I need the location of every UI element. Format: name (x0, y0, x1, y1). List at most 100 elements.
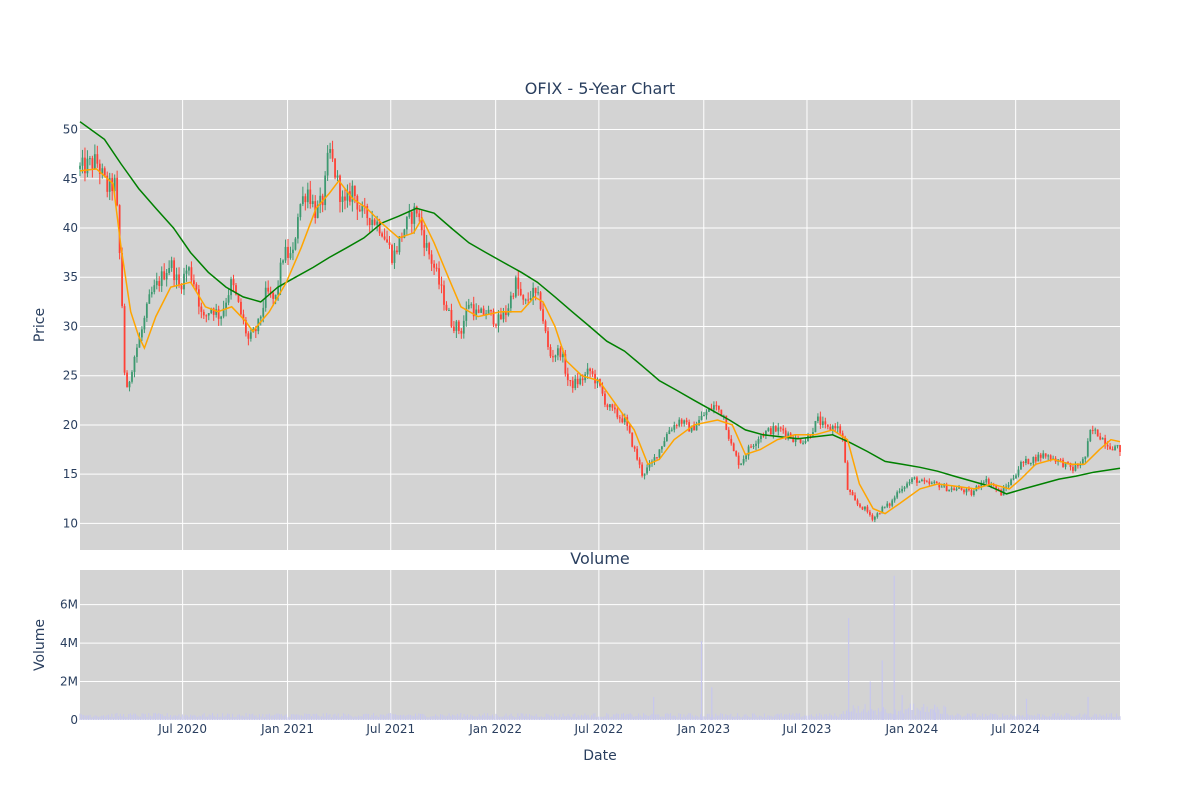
candle-body (1034, 456, 1037, 462)
volume-bar (773, 715, 775, 720)
candle-body (740, 463, 743, 466)
volume-bar (1010, 714, 1012, 720)
volume-spike-bar (881, 660, 883, 720)
volume-bar (884, 709, 886, 720)
volume-bar (842, 711, 844, 720)
volume-bar (814, 716, 816, 720)
volume-bar (1109, 713, 1111, 720)
candle-body (319, 195, 322, 205)
candle-body (591, 371, 594, 374)
volume-bar (208, 714, 210, 720)
candle-body (232, 279, 235, 286)
volume-bar (453, 715, 455, 720)
volume-bar (993, 714, 995, 720)
candle-body (1059, 459, 1062, 461)
volume-bar (121, 716, 123, 720)
candle-body (710, 408, 713, 410)
candle-body (366, 205, 369, 219)
volume-bar (461, 717, 463, 720)
volume-bar (706, 713, 708, 720)
volume-bar (352, 717, 354, 720)
volume-bar (522, 713, 524, 720)
volume-bar (282, 715, 284, 720)
volume-bar (525, 713, 527, 720)
candle-body (916, 477, 918, 483)
volume-bar (408, 714, 410, 720)
candle-body (873, 516, 876, 520)
volume-bar (284, 715, 286, 720)
candle-body (183, 273, 185, 290)
candle-body (284, 246, 287, 261)
volume-bar (336, 715, 338, 720)
volume-bar (1020, 715, 1022, 720)
candle-body (708, 408, 710, 412)
volume-bar (339, 717, 341, 720)
volume-bar (946, 713, 948, 720)
candle-body (987, 478, 990, 485)
volume-bar (1092, 715, 1094, 720)
candle-body (334, 158, 336, 178)
volume-bar (941, 713, 943, 720)
volume-bar (235, 716, 237, 720)
volume-bar (738, 715, 740, 720)
candle-body (420, 217, 423, 231)
volume-bar (1107, 716, 1109, 720)
volume-bar (446, 715, 448, 720)
volume-bar (104, 716, 106, 720)
candle-body (680, 419, 683, 424)
volume-bar (696, 716, 698, 720)
volume-bar (420, 713, 422, 720)
candle-body (643, 473, 646, 476)
volume-bar (324, 716, 326, 720)
candle-body (901, 488, 903, 492)
volume-bar (1104, 716, 1106, 720)
volume-bar (290, 714, 292, 720)
candle-body (888, 503, 891, 506)
candle-body (482, 308, 485, 315)
volume-bar (114, 713, 116, 720)
volume-bar (1116, 713, 1118, 720)
volume-bar (332, 714, 334, 720)
volume-bar (911, 710, 913, 720)
candle-body (732, 443, 735, 452)
volume-bar (681, 717, 683, 720)
volume-bar (1037, 713, 1039, 720)
candle-body (794, 437, 797, 443)
volume-bar (217, 713, 219, 720)
volume-bar (586, 715, 588, 720)
candle-body (601, 385, 604, 394)
volume-bar (874, 710, 876, 720)
volume-bar (280, 714, 282, 720)
volume-bar (480, 716, 482, 720)
volume-bar (646, 715, 648, 720)
volume-bar (418, 713, 420, 720)
volume-chart-title: Volume (570, 549, 630, 568)
candle-body (1047, 455, 1050, 457)
volume-bar (1047, 716, 1049, 720)
volume-bar (510, 713, 512, 720)
date-x-tick-label: Jul 2024 (990, 722, 1040, 736)
candle-body (985, 478, 988, 483)
volume-bar (891, 713, 893, 720)
candle-body (925, 481, 928, 483)
candle-body (705, 411, 708, 416)
volume-bar (89, 714, 91, 720)
volume-bar (149, 715, 151, 720)
volume-bar (948, 715, 950, 720)
volume-bar (648, 715, 650, 720)
volume-bar (574, 713, 576, 720)
volume-bar (934, 712, 936, 720)
candle-body (242, 314, 245, 321)
candle-body (324, 175, 327, 206)
candle-body (898, 491, 901, 493)
candle-body (1010, 479, 1012, 486)
candle-body (1027, 458, 1030, 465)
candle-body (138, 337, 141, 348)
volume-bar (527, 716, 529, 720)
date-x-tick-label: Jan 2023 (676, 722, 730, 736)
volume-bar (413, 716, 415, 720)
volume-bar (537, 716, 539, 720)
candle-body (876, 513, 879, 517)
volume-bar (463, 714, 465, 720)
volume-bar (203, 713, 205, 720)
